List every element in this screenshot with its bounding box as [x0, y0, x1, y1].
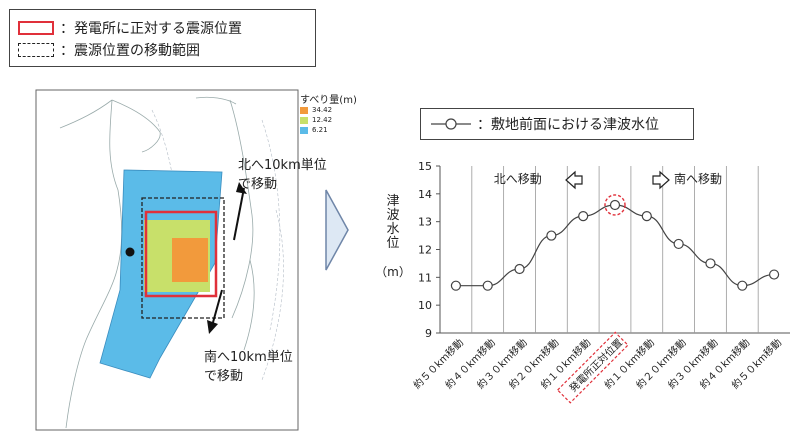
y-tick-label: 12 [418, 244, 432, 257]
data-point [768, 269, 780, 280]
north-move-label: 北へ10km単位 で移動 [238, 158, 327, 192]
facing-source-red-box [144, 210, 218, 298]
moving-range-dashed-box [141, 197, 225, 319]
legend-item-facing: ：発電所に正対する震源位置 [18, 18, 242, 38]
fault-model-core [172, 238, 208, 282]
y-tick-label: 13 [418, 216, 432, 229]
transition-arrow-icon [325, 189, 349, 271]
slip-scale-item-1: 34.42 [300, 106, 332, 114]
slip-swatch-2 [300, 116, 308, 124]
y-axis-label-char: 水 [386, 222, 399, 237]
north-arrow [233, 187, 245, 241]
left-arrow-icon [565, 170, 583, 190]
y-axis-unit: （m） [375, 265, 411, 279]
data-point [609, 199, 621, 211]
x-tick-label: 発電所正対位置 [566, 336, 625, 395]
slip-swatch-1 [300, 106, 308, 114]
north-move-annotation: 北へ移動 [494, 172, 542, 186]
power-station-dot [125, 247, 135, 257]
slip-scale-title: すべり量(m) [300, 95, 357, 106]
dashed-rectangle-icon [18, 43, 54, 57]
south-arrow [211, 289, 223, 327]
y-tick-label: 10 [418, 299, 432, 312]
slip-swatch-3 [300, 126, 308, 134]
legend-label-range: ：震源位置の移動範囲 [60, 43, 200, 59]
right-arrow-icon [652, 170, 670, 190]
data-point [673, 238, 684, 250]
chart-legend-label: ：敷地前面における津波水位 [477, 117, 659, 133]
red-rectangle-icon [18, 21, 54, 35]
data-point [482, 280, 493, 291]
data-point [641, 211, 652, 222]
y-axis-label-char: 津 [386, 194, 399, 209]
south-move-label: 南へ10km単位 で移動 [204, 350, 293, 384]
line-marker-icon [431, 118, 471, 130]
y-tick-label: 9 [425, 327, 432, 340]
y-tick-label: 11 [418, 271, 432, 284]
data-point [514, 263, 525, 275]
data-point [546, 230, 557, 241]
south-move-annotation: 南へ移動 [674, 171, 722, 186]
chart-legend: ：敷地前面における津波水位 [420, 108, 694, 140]
data-point [705, 258, 716, 269]
legend-item-range: ：震源位置の移動範囲 [18, 40, 200, 60]
y-axis-label-char: 波 [386, 208, 399, 223]
highlight-circle [604, 194, 626, 216]
slip-scale-item-3: 6.21 [300, 126, 328, 134]
y-axis-label-char: 位 [386, 236, 399, 251]
data-point [737, 280, 748, 291]
coastline [59, 96, 255, 429]
slip-scale-item-2: 12.42 [300, 116, 332, 124]
legend-label-facing: ：発電所に正対する震源位置 [60, 21, 242, 37]
north-arrow-head [236, 182, 247, 194]
data-point [450, 280, 462, 291]
y-tick-label: 15 [418, 160, 432, 173]
map-legend: ：発電所に正対する震源位置 ：震源位置の移動範囲 [9, 9, 316, 67]
y-tick-label: 14 [418, 188, 432, 201]
south-arrow-head [207, 320, 218, 334]
data-point [578, 211, 589, 222]
